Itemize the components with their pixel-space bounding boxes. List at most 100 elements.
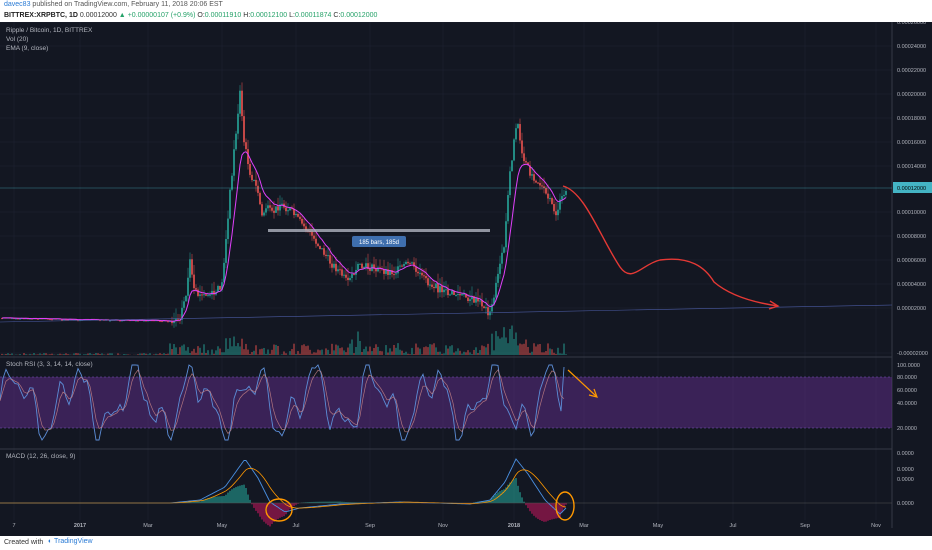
macd-hist-bar: [335, 501, 337, 503]
volume-bar: [561, 353, 563, 355]
candle-body: [1, 318, 3, 319]
macd-hist-bar: [355, 502, 357, 503]
volume-bar: [25, 354, 27, 355]
low-label: L:: [289, 12, 295, 19]
macd-hist-bar: [515, 478, 517, 503]
volume-bar: [555, 353, 557, 355]
volume-bar: [31, 354, 33, 355]
macd-hist-bar: [255, 503, 257, 511]
candle-body: [325, 254, 327, 256]
volume-bar: [267, 349, 269, 355]
macd-cross-circle-2[interactable]: [555, 491, 575, 521]
volume-bar: [223, 352, 225, 355]
macd-hist-bar: [207, 498, 209, 503]
time-axis[interactable]: 7 2017 Mar May Jul Sep Nov 2018 Mar May Jul Sep Nov: [12, 523, 881, 529]
volume-bar: [359, 340, 361, 355]
candle-body: [341, 269, 343, 276]
macd-hist-bar: [303, 502, 305, 503]
price-tick: 0.00010000: [897, 210, 926, 216]
macd-axis[interactable]: 0.0000 0.0000 0.0000 0.0000: [897, 451, 914, 507]
volume-bar: [439, 351, 441, 355]
symbol-name[interactable]: BITTREX:XRPBTC, 1D: [4, 12, 78, 19]
macd-hist-bar: [513, 479, 515, 503]
macd-legend[interactable]: MACD (12, 26, close, 9): [6, 453, 76, 460]
macd-cross-circle-1[interactable]: [265, 498, 293, 522]
volume-bar: [351, 339, 353, 355]
macd-hist-bar: [203, 499, 205, 503]
stoch-annotation-arrow[interactable]: [567, 369, 597, 397]
volume-bar: [93, 354, 95, 355]
ema-line: [1, 151, 567, 322]
stoch-axis[interactable]: 100.0000 80.0000 60.0000 40.0000 20.0000: [897, 363, 920, 432]
stoch-legend[interactable]: Stoch RSI (3, 3, 14, 14, close): [6, 361, 93, 368]
range-measure-bar[interactable]: [268, 229, 490, 232]
macd-hist-bar: [505, 487, 507, 503]
ema-legend[interactable]: EMA (9, close): [6, 45, 49, 52]
volume-bar: [19, 354, 21, 355]
candle-body: [219, 285, 221, 290]
tradingview-logo[interactable]: ◐ TradingView: [48, 538, 93, 545]
volume-bar: [195, 352, 197, 355]
volume-bar: [475, 347, 477, 355]
candle-body: [11, 317, 13, 319]
volume-bar: [343, 350, 345, 355]
candle-body: [463, 293, 465, 295]
volume-bar: [141, 353, 143, 355]
main-legend[interactable]: Ripple / Bitcoin, 1D, BITTREX: [6, 27, 93, 34]
volume-bar: [157, 354, 159, 355]
candle-body: [431, 284, 433, 287]
volume-bar: [137, 354, 139, 355]
volume-bar: [333, 350, 335, 355]
volume-bar: [189, 352, 191, 355]
trend-line[interactable]: [0, 304, 893, 323]
macd-hist-bar: [229, 490, 231, 503]
candle-body: [203, 294, 205, 296]
candle-body: [493, 297, 495, 305]
volume-bar: [531, 351, 533, 355]
candle-body: [137, 320, 139, 322]
candle-body: [477, 297, 479, 302]
candle-body: [297, 213, 299, 217]
volume-bar: [453, 352, 455, 355]
volume-bar: [45, 353, 47, 355]
volume-bar: [95, 353, 97, 355]
volume-bar: [399, 349, 401, 355]
volume-bar: [149, 353, 151, 355]
macd-hist-bar: [497, 492, 499, 503]
candle-body: [531, 174, 533, 176]
candle-body: [375, 268, 377, 272]
time-tick: Jul: [292, 523, 299, 528]
candle-body: [183, 301, 185, 308]
candle-body: [321, 248, 323, 250]
volume-bar: [175, 347, 177, 355]
candle-body: [161, 320, 163, 322]
candle-body: [281, 203, 283, 205]
macd-hist-bar: [291, 503, 293, 508]
macd-hist-bar: [363, 502, 365, 503]
candle-body: [217, 285, 219, 292]
candle-body: [317, 243, 319, 247]
last-price: 0.00012000: [79, 12, 117, 19]
volume-bar: [49, 354, 51, 355]
candle-body: [353, 273, 355, 275]
candle-body: [185, 295, 187, 302]
candle-body: [479, 300, 481, 302]
volume-bar: [455, 351, 457, 355]
forecast-curve[interactable]: [562, 185, 779, 307]
chart-area[interactable]: 185 bars, 185d 0.00026000 0.00024000 0.000…: [0, 20, 932, 529]
macd-hist-bar: [517, 485, 519, 503]
candle-body: [521, 140, 523, 154]
candle-body: [555, 211, 557, 216]
candle-body: [333, 263, 335, 268]
volume-bar: [109, 353, 111, 355]
author-link[interactable]: davec83: [4, 1, 31, 8]
volume-bar: [395, 347, 397, 355]
macd-hist-bar: [557, 503, 559, 519]
candle-body: [411, 262, 413, 264]
volume-bar: [425, 346, 427, 355]
candle-body: [201, 294, 203, 296]
chart-canvas[interactable]: 185 bars, 185d 0.000260000.000240000.000…: [0, 20, 932, 529]
volume-bar: [431, 344, 433, 355]
price-axis[interactable]: 0.00026000 0.00024000 0.00022000 0.00020000…: [897, 20, 928, 357]
volume-legend[interactable]: Vol (20): [6, 36, 29, 43]
